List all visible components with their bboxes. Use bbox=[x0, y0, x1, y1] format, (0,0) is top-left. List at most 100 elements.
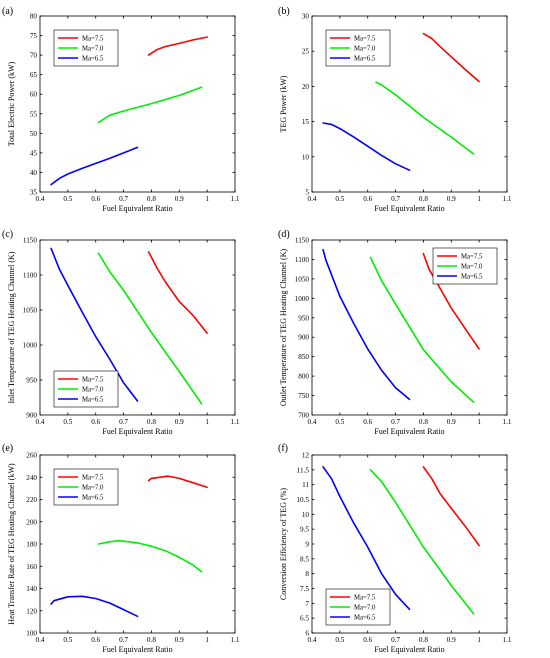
x-tick-label: 0.9 bbox=[447, 195, 456, 203]
series-line-ma-7-0 bbox=[369, 256, 475, 404]
x-tick-label: 1 bbox=[477, 195, 481, 203]
legend: Ma=7.5 Ma=7.0 Ma=6.5 bbox=[432, 247, 498, 285]
y-tick-label: 750 bbox=[298, 392, 309, 400]
legend: Ma=7.5 Ma=7.0 Ma=6.5 bbox=[53, 468, 119, 506]
x-axis-label: Fuel Equivalent Ratio bbox=[374, 427, 444, 436]
y-tick-label: 50 bbox=[30, 130, 38, 138]
series-line-ma-7-5 bbox=[422, 252, 480, 350]
x-tick-label: 0.9 bbox=[447, 418, 456, 426]
y-tick-label: 9 bbox=[305, 541, 309, 549]
y-tick-label: 10 bbox=[302, 153, 310, 161]
y-tick-label: 100 bbox=[26, 630, 37, 638]
series-line-ma-7-5 bbox=[147, 36, 208, 56]
y-tick-label: 200 bbox=[26, 518, 37, 526]
y-axis-label: Heat Transfer Rate of TEG Heating Channe… bbox=[7, 463, 16, 625]
plot-frame bbox=[311, 15, 508, 193]
x-axis-label: Fuel Equivalent Ratio bbox=[102, 645, 172, 654]
y-axis-label: Inlet Temperature of TEG Heating Channel… bbox=[7, 251, 16, 403]
y-tick-label: 1150 bbox=[23, 237, 38, 245]
x-axis-label: Fuel Equivalent Ratio bbox=[374, 645, 444, 654]
y-tick-label: 140 bbox=[26, 585, 37, 593]
y-tick-label: 55 bbox=[30, 110, 38, 118]
series-line-ma-6-5 bbox=[50, 146, 139, 186]
y-tick-label: 220 bbox=[26, 496, 37, 504]
series-line-ma-7-5 bbox=[422, 466, 480, 547]
panel-a: 0.4 0.5 0.6 0.7 0.8 0.9 1 1.1 35 40 45 50 55 60 65 70 75… bbox=[2, 6, 240, 213]
y-tick-label: 11.5 bbox=[297, 466, 310, 474]
x-tick-label: 0.7 bbox=[119, 418, 128, 426]
x-tick-label: 0.7 bbox=[119, 636, 128, 644]
y-tick-label: 20 bbox=[302, 83, 310, 91]
x-tick-label: 0.9 bbox=[447, 636, 456, 644]
legend: Ma=7.5 Ma=7.0 Ma=6.5 bbox=[325, 588, 391, 626]
y-tick-label: 1050 bbox=[23, 307, 38, 315]
x-tick-label: 0.8 bbox=[419, 418, 428, 426]
legend-entry: Ma=6.5 bbox=[461, 273, 483, 280]
series-line-ma-7-0 bbox=[97, 539, 203, 573]
series-line-ma-7-5 bbox=[422, 32, 480, 83]
y-tick-label: 45 bbox=[30, 149, 38, 157]
plot-frame bbox=[39, 15, 236, 193]
y-axis-label: Conversion Efficiency of TEG (%) bbox=[279, 488, 288, 600]
series-line-ma-7-0 bbox=[375, 81, 475, 155]
x-tick-label: 0.5 bbox=[335, 636, 344, 644]
y-tick-label: 240 bbox=[26, 474, 37, 482]
x-tick-label: 1.1 bbox=[503, 636, 512, 644]
legend-entry: Ma=7.5 bbox=[82, 474, 104, 481]
x-tick-label: 1 bbox=[205, 418, 209, 426]
x-axis-label: Fuel Equivalent Ratio bbox=[102, 204, 172, 213]
y-tick-label: 7.5 bbox=[300, 585, 309, 593]
x-tick-label: 0.9 bbox=[175, 195, 184, 203]
x-axis-label: Fuel Equivalent Ratio bbox=[102, 427, 172, 436]
y-tick-label: 1000 bbox=[295, 295, 310, 303]
x-tick-label: 1 bbox=[477, 636, 481, 644]
plot-frame bbox=[39, 239, 236, 416]
series-line-ma-6-5 bbox=[322, 248, 411, 401]
y-tick-label: 70 bbox=[30, 52, 38, 60]
panel-f: 0.4 0.5 0.6 0.7 0.8 0.9 1 1.1 6 6.5 7 7.5 8 8.5 9 9.5 10… bbox=[278, 443, 512, 654]
series-line-ma-6-5 bbox=[322, 122, 411, 171]
x-tick-label: 0.4 bbox=[36, 418, 45, 426]
x-tick-label: 0.6 bbox=[91, 418, 100, 426]
series-line-ma-6-5 bbox=[322, 466, 411, 611]
panel-label: (e) bbox=[2, 443, 13, 454]
y-tick-label: 8 bbox=[305, 570, 309, 578]
x-tick-label: 0.7 bbox=[391, 636, 400, 644]
y-tick-label: 15 bbox=[302, 118, 310, 126]
panel-label: (b) bbox=[278, 6, 290, 17]
plot-frame bbox=[311, 239, 508, 416]
y-tick-label: 160 bbox=[26, 563, 37, 571]
legend-entry: Ma=7.0 bbox=[82, 45, 104, 52]
y-tick-label: 1100 bbox=[23, 272, 38, 280]
y-tick-label: 65 bbox=[30, 71, 38, 79]
y-tick-label: 1000 bbox=[23, 342, 38, 350]
panel-label: (a) bbox=[2, 6, 13, 17]
legend-entry: Ma=6.5 bbox=[354, 614, 376, 621]
panel-e: 0.4 0.5 0.6 0.7 0.8 0.9 1 1.1 100 120 140 160 180 200… bbox=[2, 443, 240, 654]
legend: Ma=7.5 Ma=7.0 Ma=6.5 bbox=[325, 29, 391, 67]
series-line-ma-7-0 bbox=[97, 252, 203, 405]
y-tick-label: 40 bbox=[30, 169, 38, 177]
y-tick-label: 60 bbox=[30, 91, 38, 99]
series-line-ma-7-0 bbox=[97, 86, 203, 124]
legend-entry: Ma=6.5 bbox=[82, 494, 104, 501]
y-tick-label: 1050 bbox=[295, 275, 310, 283]
y-tick-label: 9.5 bbox=[300, 526, 309, 534]
y-tick-label: 11 bbox=[302, 481, 309, 489]
series-line-ma-7-5 bbox=[147, 251, 208, 334]
x-tick-label: 0.5 bbox=[335, 195, 344, 203]
y-tick-label: 950 bbox=[298, 314, 309, 322]
x-tick-label: 0.6 bbox=[363, 418, 372, 426]
panel-d: 0.4 0.5 0.6 0.7 0.8 0.9 1 1.1 700 750 800 850 900 950… bbox=[278, 229, 512, 436]
x-tick-label: 1.1 bbox=[231, 636, 240, 644]
x-tick-label: 0.5 bbox=[63, 195, 72, 203]
legend: Ma=7.5 Ma=7.0 Ma=6.5 bbox=[53, 29, 119, 67]
series-line-ma-6-5 bbox=[50, 595, 139, 618]
legend-entry: Ma=7.5 bbox=[354, 35, 376, 42]
x-tick-label: 1 bbox=[205, 195, 209, 203]
y-tick-label: 900 bbox=[298, 334, 309, 342]
y-tick-label: 1100 bbox=[295, 256, 310, 264]
x-tick-label: 1 bbox=[205, 636, 209, 644]
legend-entry: Ma=7.0 bbox=[354, 45, 376, 52]
